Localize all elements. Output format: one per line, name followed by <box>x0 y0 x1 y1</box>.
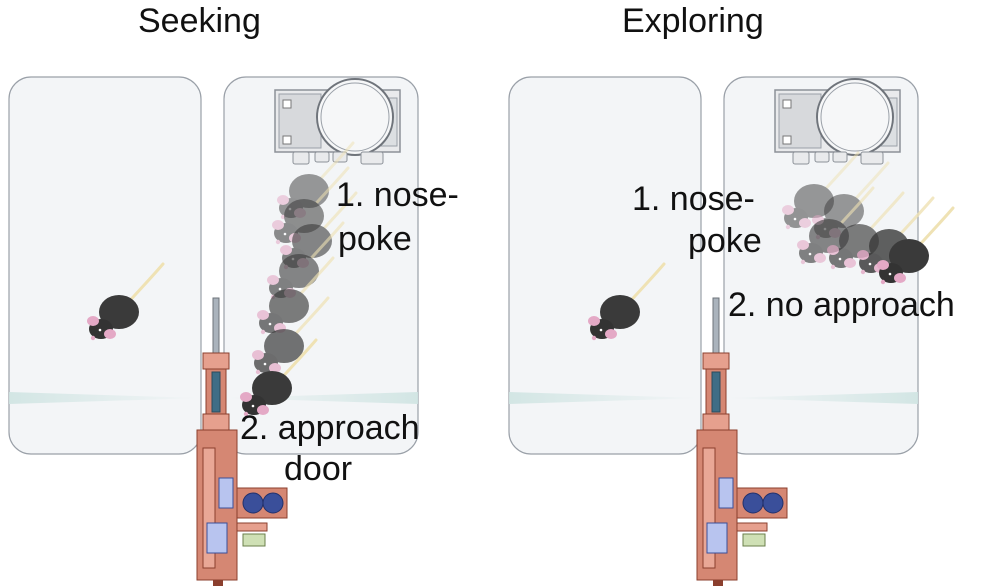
light-beam-right <box>724 392 918 404</box>
left-chamber <box>8 76 202 455</box>
exploring-step1-line1: 1. nose- <box>632 180 755 218</box>
light-beam-left <box>509 392 701 404</box>
exploring-step2-line1: 2. no approach <box>728 286 955 324</box>
seeking-step1-line2: poke <box>338 220 412 258</box>
exploring-panel <box>508 76 955 586</box>
nose-poke-device-icon <box>774 78 901 165</box>
left-chamber <box>508 76 702 455</box>
light-beam-left <box>9 392 201 404</box>
panel-title-exploring: Exploring <box>622 2 764 40</box>
seeking-step1-line1: 1. nose- <box>336 176 459 214</box>
seeking-step2-line2: door <box>284 450 353 488</box>
seeking-panel <box>8 76 419 586</box>
panel-title-seeking: Seeking <box>138 2 261 40</box>
nose-poke-device-icon <box>274 78 401 165</box>
exploring-step1-line2: poke <box>688 222 762 260</box>
seeking-step2-line1: 2. approach <box>240 409 420 447</box>
light-beam-right <box>224 392 418 404</box>
